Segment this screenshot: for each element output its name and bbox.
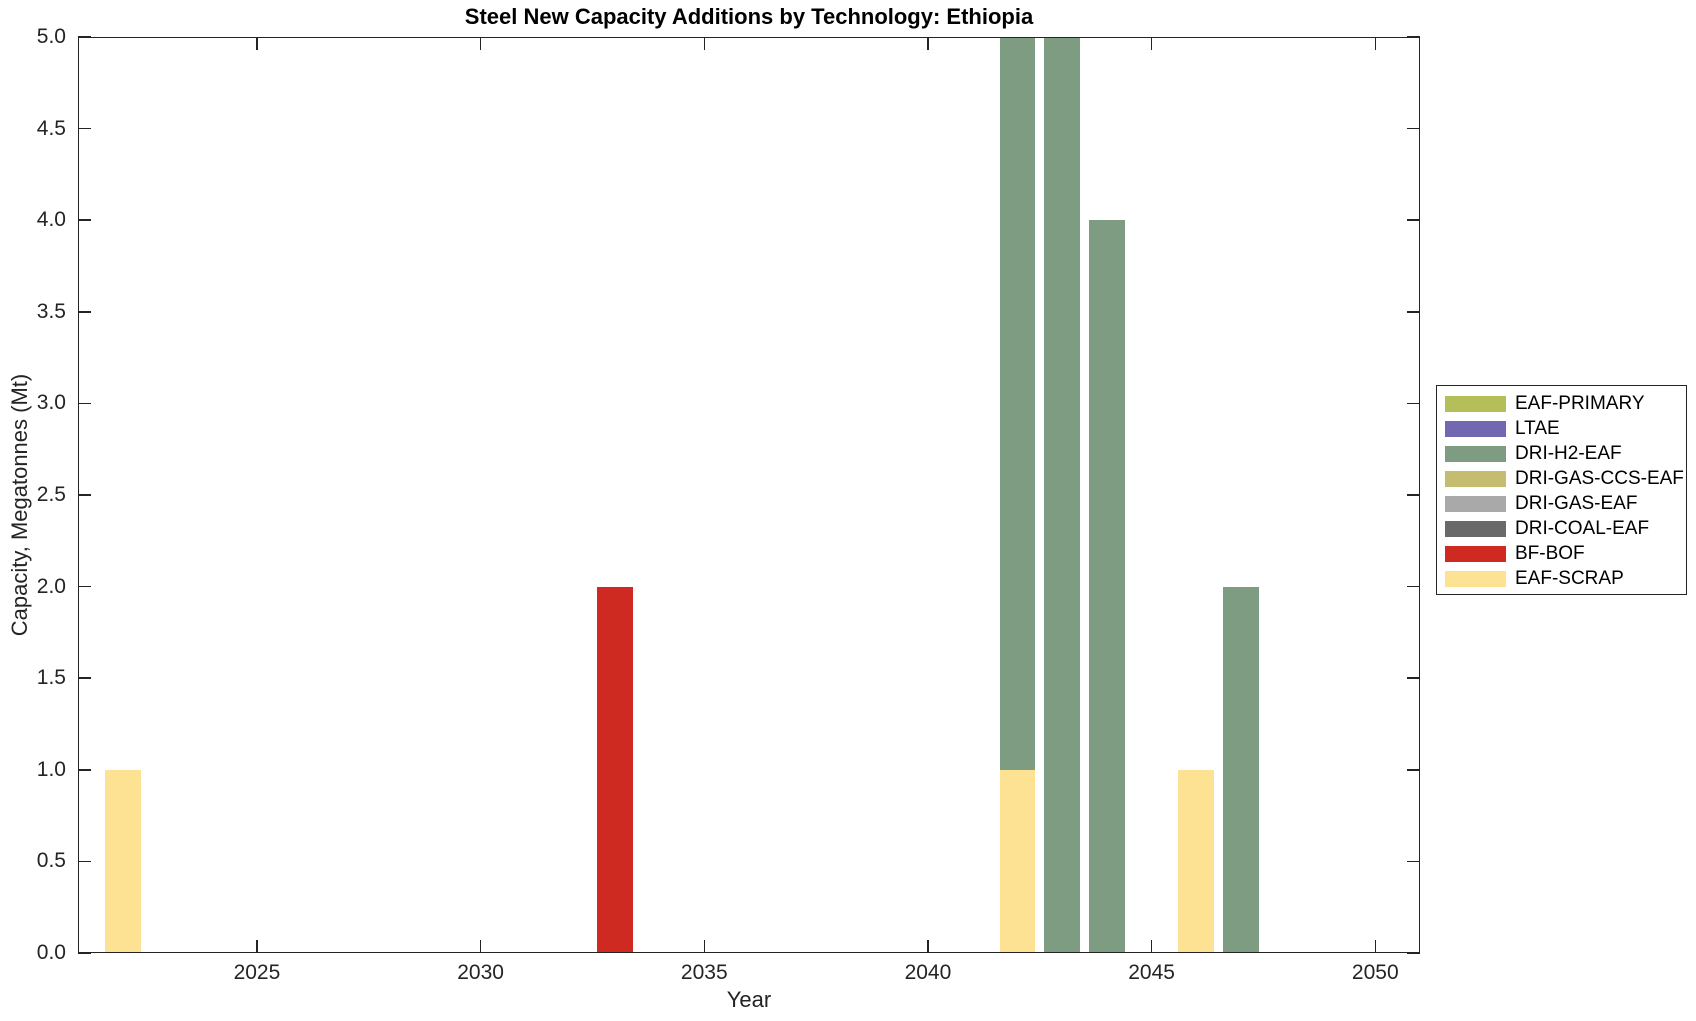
legend-swatch: [1445, 570, 1506, 587]
legend-swatch: [1445, 520, 1506, 537]
legend-label: DRI-GAS-CCS-EAF: [1515, 467, 1684, 489]
bar-segment: [999, 769, 1036, 953]
y-tick: [78, 860, 91, 863]
legend-row: EAF-SCRAP: [1445, 566, 1686, 591]
bar-segment: [1223, 586, 1259, 953]
legend-swatch: [1445, 470, 1506, 487]
legend-label: BF-BOF: [1515, 542, 1585, 564]
legend-row: DRI-GAS-CCS-EAF: [1445, 466, 1686, 491]
chart-title: Steel New Capacity Additions by Technolo…: [464, 4, 1034, 29]
y-tick-label: 3.0: [36, 391, 66, 415]
y-tick: [78, 36, 91, 38]
x-tick: [256, 940, 258, 953]
x-tick-mirror: [479, 37, 482, 50]
x-tick-mirror: [1150, 37, 1153, 50]
y-tick-mirror: [1407, 219, 1420, 221]
y-tick-label: 0.5: [36, 849, 66, 873]
y-tick: [78, 952, 91, 954]
x-tick-label: 2050: [1351, 961, 1399, 984]
legend-label: EAF-SCRAP: [1515, 567, 1624, 589]
legend-swatch: [1445, 420, 1506, 437]
y-tick: [78, 769, 91, 771]
bar-segment: [1088, 220, 1125, 953]
legend-label: EAF-PRIMARY: [1515, 392, 1645, 414]
y-tick: [78, 677, 91, 679]
y-tick-label: 3.5: [36, 299, 66, 323]
y-tick-label: 5.0: [36, 25, 66, 48]
y-tick-mirror: [1407, 860, 1420, 863]
x-tick-label: 2030: [457, 961, 504, 984]
x-tick-mirror: [703, 37, 706, 50]
y-tick-mirror: [1407, 311, 1420, 313]
legend-swatch: [1445, 445, 1506, 462]
y-tick-mirror: [1407, 769, 1420, 771]
plot-frame: [78, 37, 1420, 953]
legend-row: BF-BOF: [1445, 541, 1686, 566]
x-tick-mirror: [256, 37, 258, 50]
x-tick-label: 2040: [904, 961, 952, 984]
legend: EAF-PRIMARY LTAE DRI-H2-EAF DRI-GAS-CCS-EAF…: [1436, 385, 1687, 595]
legend-label: DRI-H2-EAF: [1515, 442, 1622, 464]
bar-segment: [1178, 769, 1215, 953]
legend-label: DRI-GAS-EAF: [1515, 492, 1638, 514]
y-tick-label: 2.0: [36, 574, 66, 598]
x-axis-label: Year: [726, 987, 772, 1012]
x-tick-label: 2025: [233, 961, 281, 984]
y-tick-label: 1.5: [36, 666, 66, 690]
y-tick: [78, 402, 91, 405]
y-tick-mirror: [1407, 952, 1420, 954]
y-tick-mirror: [1407, 36, 1420, 38]
legend-row: DRI-COAL-EAF: [1445, 516, 1686, 541]
y-tick: [78, 127, 91, 130]
legend-swatch: [1445, 545, 1506, 562]
x-tick-label: 2045: [1128, 961, 1175, 984]
legend-row: EAF-PRIMARY: [1445, 391, 1686, 416]
x-tick-mirror: [927, 37, 929, 50]
y-tick-mirror: [1407, 402, 1420, 405]
legend-label: LTAE: [1515, 417, 1560, 439]
legend-swatch: [1445, 395, 1506, 412]
y-tick-label: 4.5: [36, 116, 66, 140]
y-tick: [78, 219, 91, 221]
legend-swatch: [1445, 495, 1506, 512]
y-tick-mirror: [1407, 677, 1420, 679]
x-tick: [927, 940, 929, 953]
bar-segment: [999, 37, 1036, 770]
y-tick-mirror: [1407, 494, 1420, 496]
y-tick: [78, 494, 91, 496]
legend-row: DRI-GAS-EAF: [1445, 491, 1686, 516]
y-tick-label: 1.0: [36, 757, 66, 781]
legend-row: DRI-H2-EAF: [1445, 441, 1686, 466]
bar-segment: [104, 769, 141, 953]
bar-segment: [596, 586, 633, 953]
bar-segment: [1044, 37, 1081, 953]
y-tick-mirror: [1407, 585, 1420, 588]
y-tick-mirror: [1407, 127, 1420, 130]
y-tick-label: 0.0: [36, 941, 66, 964]
y-tick: [78, 585, 91, 588]
x-tick-mirror: [1374, 37, 1377, 50]
legend-row: LTAE: [1445, 416, 1686, 441]
y-tick: [78, 311, 91, 313]
x-tick: [1374, 940, 1377, 953]
x-tick: [479, 940, 482, 953]
x-tick: [703, 940, 706, 953]
y-tick-label: 4.0: [36, 208, 66, 232]
x-tick: [1150, 940, 1153, 953]
legend-label: DRI-COAL-EAF: [1515, 517, 1650, 539]
x-tick-label: 2035: [680, 961, 728, 984]
y-tick-label: 2.5: [36, 483, 66, 506]
